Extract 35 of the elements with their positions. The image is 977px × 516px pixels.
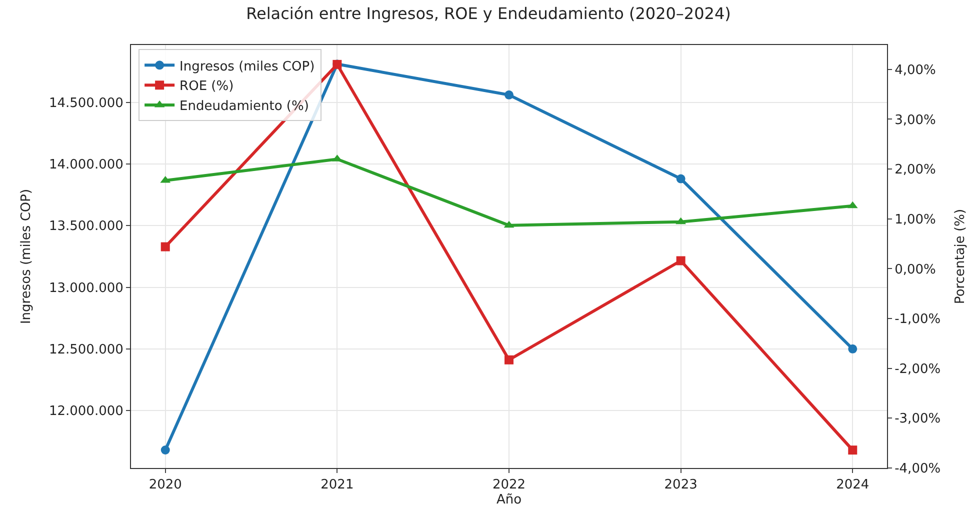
point <box>676 256 686 266</box>
y2-tick-label: -4,00% <box>894 462 941 477</box>
y2-axis-title: Porcentaje (%) <box>953 208 968 304</box>
x-axis-title: Año <box>496 492 522 508</box>
y2-tick-label: -3,00% <box>894 412 941 427</box>
point <box>848 344 858 354</box>
point <box>504 90 514 100</box>
y-tick-label: 12.500.000 <box>48 342 124 358</box>
chart-title: Relación entre Ingresos, ROE y Endeudamiento (2020–2024) <box>246 4 731 23</box>
point <box>160 446 170 454</box>
y2-tick-label: 3,00% <box>894 112 936 128</box>
y2-tick-label: 1,00% <box>894 212 936 228</box>
y-tick-label: 13.000.000 <box>48 280 124 296</box>
y2-tick-label: -2,00% <box>894 362 941 377</box>
y2-tick-label: 0,00% <box>894 262 936 278</box>
legend-label: Endeudamiento (%) <box>180 99 309 114</box>
point <box>848 446 858 455</box>
y-axis-title: Ingresos (miles COP) <box>18 188 34 324</box>
y2-tick-label: -1,00% <box>894 312 941 328</box>
y-tick-label: 14.000.000 <box>48 158 124 173</box>
x-tick-label: 2024 <box>836 478 870 493</box>
y-tick-label: 12.000.000 <box>48 404 124 420</box>
y2-tick-label: 4,00% <box>894 62 936 78</box>
y-tick-label: 13.500.000 <box>48 219 124 234</box>
y-tick-label: 14.500.000 <box>48 96 124 111</box>
point <box>676 174 686 184</box>
x-tick-label: 2021 <box>320 478 354 493</box>
legend-label: Ingresos (miles COP) <box>180 59 315 74</box>
point <box>160 242 170 252</box>
x-tick-label: 2020 <box>148 478 182 493</box>
x-tick-label: 2022 <box>492 478 526 493</box>
y2-tick-label: 2,00% <box>894 162 936 178</box>
x-tick-label: 2023 <box>664 478 698 493</box>
legend-label: ROE (%) <box>180 79 234 94</box>
point <box>504 355 514 364</box>
